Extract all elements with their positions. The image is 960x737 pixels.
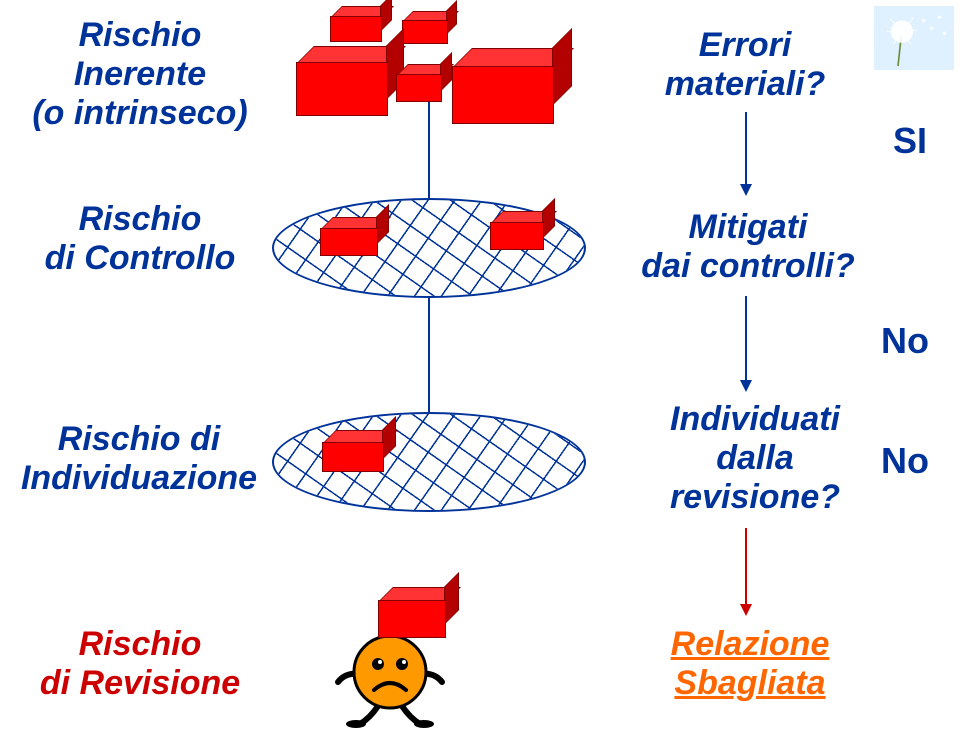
label-mitigated: Mitigati dai controlli?: [618, 208, 878, 286]
label-wrong-report: Relazione Sbagliata: [640, 625, 860, 703]
label-material-errors: Errori materiali?: [640, 26, 850, 104]
arrow-errors-to-mitigated: [745, 112, 747, 194]
filter-ellipse-detection: [272, 412, 586, 512]
label-no-1: No: [870, 320, 940, 361]
label-detection-risk: Rischio di Individuazione: [4, 420, 274, 498]
label-control-risk: Rischio di Controllo: [20, 200, 260, 278]
label-inherent-risk: Rischio Inerente (o intrinseco): [20, 16, 260, 133]
dandelion-image: [874, 6, 954, 70]
red-box: [490, 222, 553, 259]
arrow-detected-to-wrong: [745, 528, 747, 614]
label-si: SI: [880, 120, 940, 161]
red-box: [322, 442, 394, 482]
red-box: [402, 20, 455, 51]
arrow-mitigated-to-detected: [745, 296, 747, 390]
red-box: [296, 62, 402, 130]
red-box: [330, 16, 390, 50]
red-box: [452, 66, 570, 140]
label-detected: Individuati dalla revisione?: [640, 400, 870, 517]
label-revision-risk: Rischio di Revisione: [20, 625, 260, 703]
red-box: [320, 228, 387, 265]
red-box: [396, 74, 450, 110]
label-no-2: No: [870, 440, 940, 481]
red-box: [378, 600, 457, 649]
